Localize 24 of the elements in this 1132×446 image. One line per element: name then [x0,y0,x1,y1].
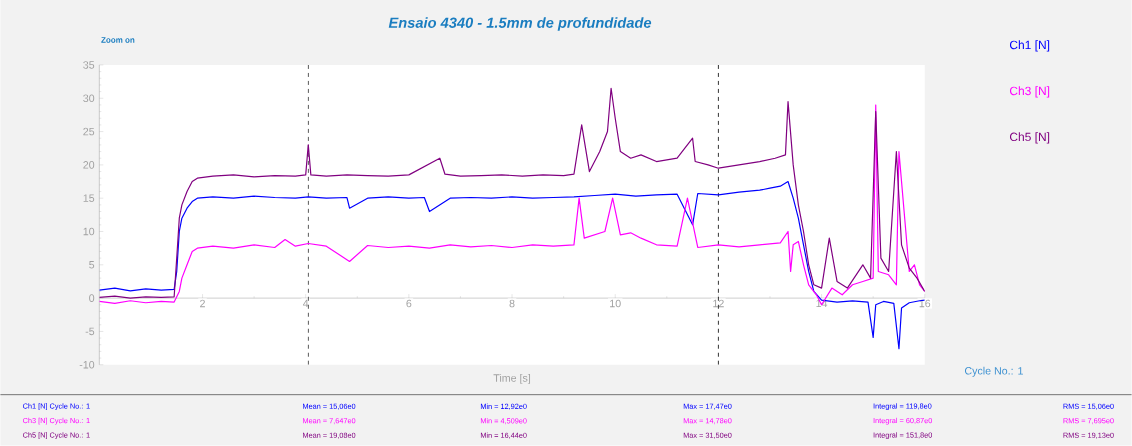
chart-title: Ensaio 4340 - 1.5mm de profundidade [388,17,652,31]
text: Cycle No.: 1 [964,366,1023,377]
x-tick-label: 12 [713,299,724,308]
y-tick-label: -5 [85,327,95,336]
text: Zoom on [101,37,135,43]
y-tick-label: 10 [83,227,95,236]
text: Ch3 [N] [1009,86,1050,98]
x-axis-title: Time [s] [493,374,531,385]
y-tick-label: -10 [79,361,95,369]
y-tick-label: 20 [83,161,95,169]
text: Ch5 [N] [1009,132,1050,144]
x-tick-label: 4 [302,299,309,308]
x-tick-label: 8 [509,299,515,308]
y-tick-label: 25 [83,127,95,136]
x-tick-label: 6 [406,299,412,308]
x-tick-label: 10 [610,299,621,308]
y-tick-label: 30 [83,94,95,103]
x-tick-label: 2 [200,299,205,308]
y-tick-label: 5 [89,261,95,269]
y-tick-label: 35 [83,61,95,69]
y-tick-label: 0 [89,294,95,303]
text: Ch1 [N] [1009,40,1050,52]
x-tick-label: 16 [919,299,931,308]
y-tick-label: 15 [83,194,95,203]
